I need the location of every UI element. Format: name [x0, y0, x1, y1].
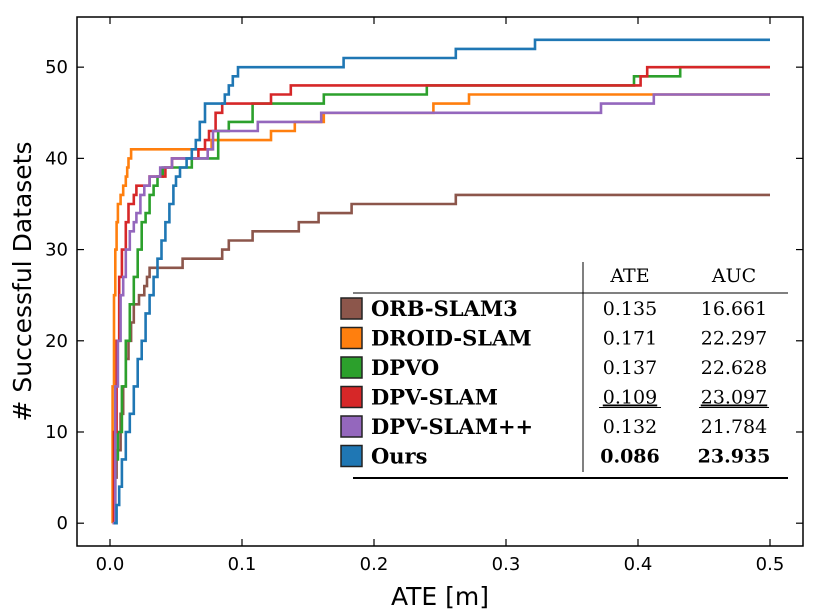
series-line-dpv-slam- — [112, 93, 770, 525]
table-ate-value-orb-slam3: 0.135 — [603, 298, 657, 320]
legend-swatch-dpvo — [340, 356, 363, 379]
x-tick-label: 0.3 — [492, 554, 521, 575]
legend-swatch-orb-slam3 — [340, 297, 363, 320]
table-auc-value-droid-slam: 22.297 — [701, 328, 767, 350]
table-ate-value-dpvo: 0.137 — [603, 357, 657, 379]
table-header-ate: ATE — [609, 265, 649, 287]
x-tick-label: 0.4 — [624, 554, 653, 575]
legend-label-dpvo: DPVO — [371, 355, 439, 380]
table-header-auc: AUC — [711, 265, 756, 287]
legend-label-dpv-slam: DPV-SLAM — [371, 385, 498, 410]
table-auc-value-orb-slam3: 16.661 — [701, 298, 767, 320]
table-ate-value-droid-slam: 0.171 — [603, 328, 657, 350]
y-tick-label: 50 — [45, 57, 68, 78]
legend-label-ours: Ours — [371, 444, 427, 469]
legend-table: ATE AUC ORB-SLAM3 0.135 16.661 DROID-SLAM 0.17… — [338, 258, 793, 479]
y-tick-label: 10 — [45, 422, 68, 443]
table-ate-value-dpv-slam: 0.109 — [603, 387, 657, 409]
y-axis-ticks: 0 10 20 30 40 50 — [45, 57, 803, 534]
y-tick-label: 20 — [45, 331, 68, 352]
x-tick-label: 0.2 — [360, 554, 389, 575]
legend-swatch-ours — [340, 444, 363, 468]
table-auc-value-dpv-slam: 23.097 — [701, 387, 767, 409]
legend-swatch-droid-slam — [340, 326, 363, 350]
y-tick-label: 40 — [45, 148, 68, 169]
legend-label-droid-slam: DROID-SLAM — [371, 326, 532, 351]
table-auc-value-dpv-slam-: 21.784 — [701, 416, 767, 438]
y-tick-label: 30 — [45, 240, 68, 261]
series-line-ours — [114, 38, 770, 525]
plot-frame — [76, 16, 804, 547]
y-tick-label: 0 — [57, 513, 68, 534]
legend-label-dpv-slam-: DPV-SLAM++ — [371, 414, 533, 439]
legend-swatch-dpv-slam- — [340, 415, 363, 438]
table-ate-value-ours: 0.086 — [600, 446, 660, 468]
x-tick-label: 0.0 — [96, 554, 125, 575]
legend-background — [338, 258, 793, 478]
x-axis-ticks: 0.0 0.1 0.2 0.3 0.4 0.5 — [96, 17, 785, 575]
y-axis-title: # Successful Datasets — [8, 142, 37, 422]
x-axis-title: ATE [m] — [391, 582, 489, 611]
plot-lines — [111, 38, 770, 525]
table-auc-value-dpvo: 22.628 — [701, 357, 767, 379]
table-ate-value-dpv-slam-: 0.132 — [603, 416, 657, 438]
legend-swatch-dpv-slam — [340, 385, 363, 409]
table-auc-value-ours: 23.935 — [698, 446, 771, 468]
legend-label-orb-slam3: ORB-SLAM3 — [371, 296, 518, 321]
x-tick-label: 0.5 — [756, 554, 785, 575]
x-tick-label: 0.1 — [228, 554, 257, 575]
